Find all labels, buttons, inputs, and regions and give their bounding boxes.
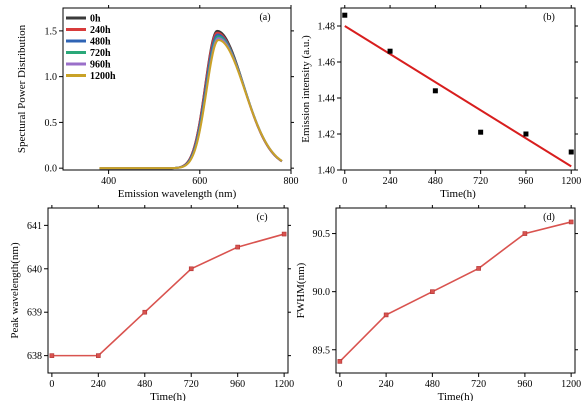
data-point bbox=[96, 353, 101, 358]
y-tick-label: 90.5 bbox=[313, 229, 331, 240]
panel-a: 400 600 800 0.0 0.5 1.0 1.5 Emission wavelength… bbox=[16, 5, 299, 200]
x-tick-label: 400 bbox=[101, 176, 116, 187]
x-tick-label: 240 bbox=[379, 379, 394, 390]
data-point bbox=[568, 149, 574, 155]
x-tick-label: 480 bbox=[428, 176, 443, 187]
legend-label-720h: 720h bbox=[90, 48, 111, 59]
data-point bbox=[387, 48, 393, 54]
x-tick-label: 800 bbox=[284, 176, 299, 187]
spectrum-line-960h bbox=[99, 37, 283, 170]
y-tick-label: 90.0 bbox=[313, 287, 331, 298]
panel-d: 0 240 480 720 960 1200 89.5 90.0 90.5 Time(h) FWHM… bbox=[295, 205, 581, 401]
x-tick-label: 1200 bbox=[274, 379, 294, 390]
x-tick-label: 960 bbox=[518, 176, 533, 187]
x-tick-label: 480 bbox=[425, 379, 440, 390]
data-point bbox=[568, 219, 574, 225]
y-tick-label: 640 bbox=[27, 264, 42, 275]
x-tick-label: 960 bbox=[517, 379, 532, 390]
data-point bbox=[476, 266, 481, 271]
data-point bbox=[523, 131, 529, 137]
data-point bbox=[383, 312, 389, 318]
panel-c: 0 240 480 720 960 1200 638 639 640 641 Time(h) Peak… bbox=[9, 205, 294, 401]
plot-frame bbox=[340, 7, 576, 171]
spectrum-line-0h bbox=[99, 29, 283, 170]
y-tick-label: 1.40 bbox=[318, 166, 336, 177]
data-point bbox=[522, 231, 528, 236]
data-point bbox=[281, 231, 287, 237]
legend-label-1200h: 1200h bbox=[90, 71, 116, 82]
spectrum-line-720h bbox=[99, 35, 283, 170]
x-tick-label: 0 bbox=[342, 176, 347, 187]
y-tick-label: 641 bbox=[27, 221, 42, 232]
legend-label-240h: 240h bbox=[90, 25, 111, 36]
plot-frame bbox=[62, 7, 292, 171]
data-point bbox=[478, 129, 484, 135]
x-axis-label: Time(h) bbox=[440, 188, 476, 200]
x-axis-label: Emission wavelength (nm) bbox=[118, 188, 237, 200]
y-axis-label: FWHM(nm) bbox=[295, 262, 307, 318]
panel-label: (a) bbox=[259, 12, 270, 23]
x-tick-label: 0 bbox=[337, 379, 342, 390]
data-point bbox=[337, 359, 343, 364]
y-tick-label: 639 bbox=[27, 308, 42, 319]
series-line bbox=[51, 233, 285, 357]
y-axis-label: Spectural Power Distribution bbox=[16, 24, 28, 153]
panel-label: (c) bbox=[256, 212, 267, 223]
y-tick-label: 89.5 bbox=[313, 345, 331, 356]
y-tick-label: 1.46 bbox=[318, 58, 336, 69]
x-axis-label: Time(h) bbox=[150, 391, 186, 401]
panel-b: 0 240 480 720 960 1200 1.40 1.42 1.44 1.46 1.48 Tim… bbox=[300, 5, 581, 200]
y-tick-label: 1.5 bbox=[45, 26, 58, 37]
data-point bbox=[188, 266, 194, 272]
panel-label: (d) bbox=[543, 212, 555, 223]
y-tick-label: 638 bbox=[27, 351, 42, 362]
spectrum-line-480h bbox=[99, 33, 283, 170]
x-tick-label: 240 bbox=[91, 379, 106, 390]
x-tick-label: 0 bbox=[49, 379, 54, 390]
x-tick-label: 1200 bbox=[561, 176, 581, 187]
x-tick-label: 480 bbox=[137, 379, 152, 390]
x-tick-label: 720 bbox=[473, 176, 488, 187]
linear-fit-line bbox=[344, 25, 572, 168]
plot-frame bbox=[335, 207, 576, 374]
y-axis-label: Peak wavelength(nm) bbox=[9, 242, 21, 339]
x-tick-label: 720 bbox=[184, 379, 199, 390]
spectrum-line-1200h bbox=[99, 39, 283, 170]
data-point bbox=[432, 88, 438, 94]
x-tick-label: 600 bbox=[192, 176, 207, 187]
spectrum-line-240h bbox=[99, 31, 283, 170]
panel-label: (b) bbox=[543, 12, 555, 23]
x-tick-label: 240 bbox=[383, 176, 398, 187]
x-tick-label: 1200 bbox=[561, 379, 581, 390]
legend-label-480h: 480h bbox=[90, 37, 111, 48]
legend-label-960h: 960h bbox=[90, 60, 111, 71]
y-tick-label: 1.0 bbox=[45, 72, 58, 83]
y-tick-label: 0.0 bbox=[45, 164, 58, 175]
x-axis-label: Time(h) bbox=[438, 391, 474, 401]
x-tick-label: 960 bbox=[230, 379, 245, 390]
data-point bbox=[430, 289, 435, 294]
x-tick-label: 720 bbox=[471, 379, 486, 390]
data-point bbox=[342, 12, 348, 18]
data-point bbox=[235, 244, 240, 250]
y-axis-label: Emission intensity (a.u.) bbox=[300, 35, 312, 143]
data-point bbox=[142, 309, 148, 315]
plot-frame bbox=[47, 207, 289, 374]
y-tick-label: 1.48 bbox=[318, 22, 336, 33]
y-tick-label: 1.44 bbox=[318, 94, 336, 105]
y-tick-label: 1.42 bbox=[318, 130, 336, 141]
data-point bbox=[49, 353, 55, 358]
series-line bbox=[339, 221, 572, 362]
y-tick-label: 0.5 bbox=[45, 118, 58, 129]
legend-label-0h: 0h bbox=[90, 14, 101, 25]
